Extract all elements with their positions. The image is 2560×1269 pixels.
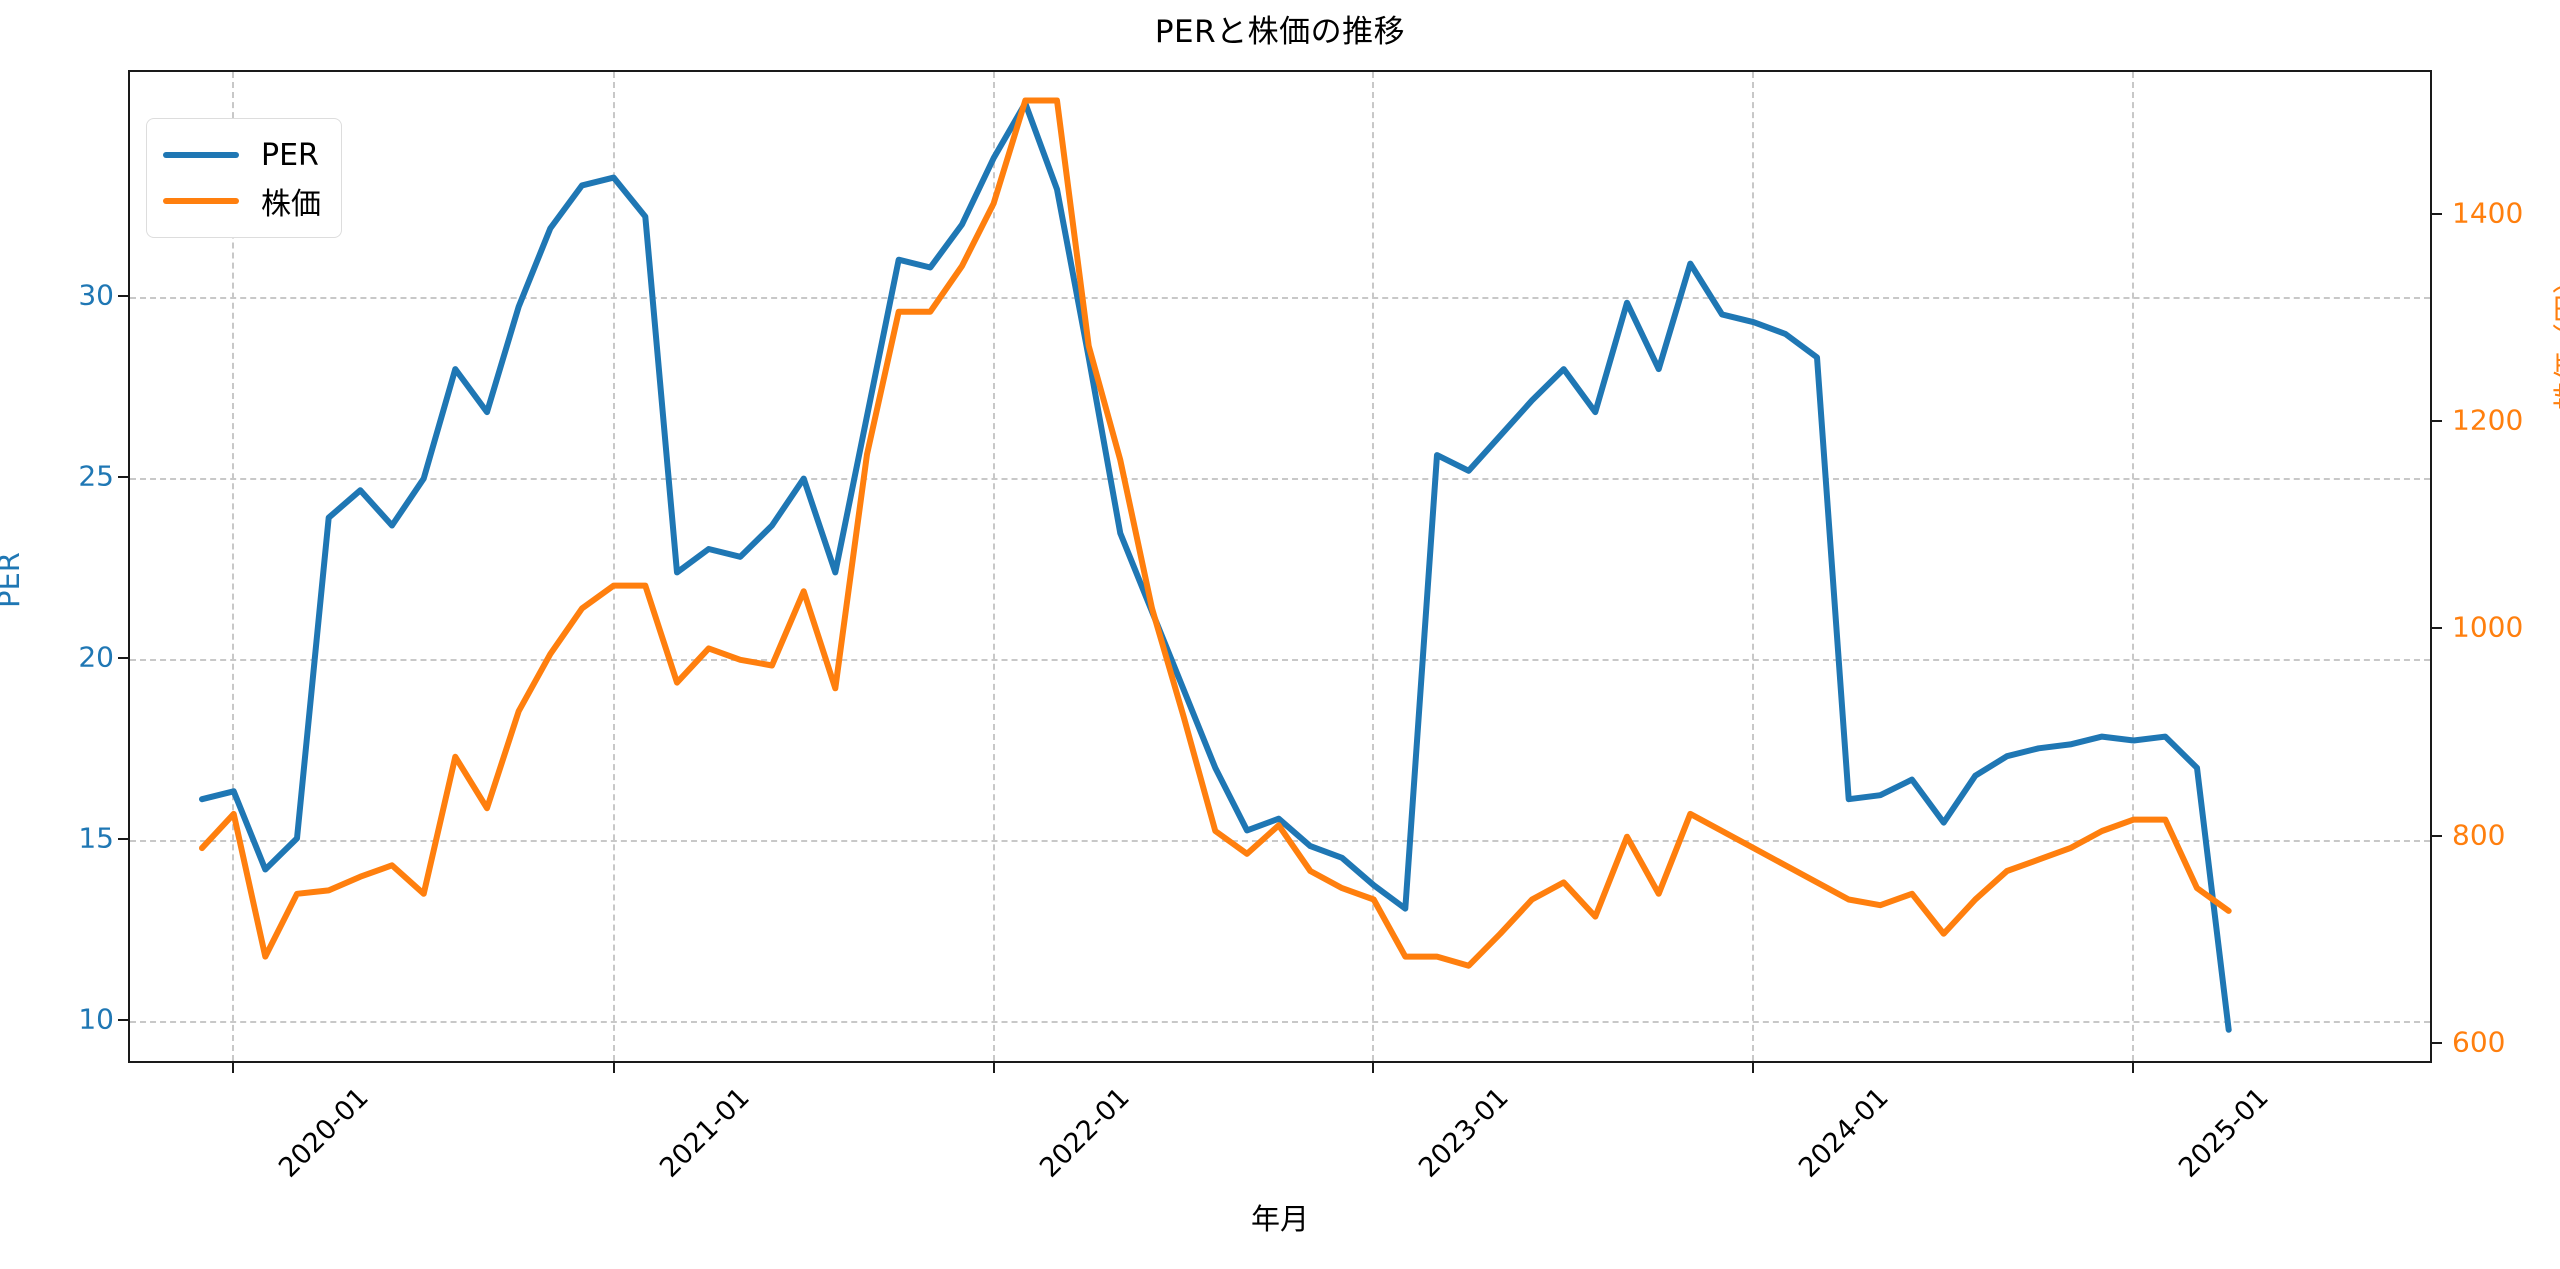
x-tick-label: 2023-01	[1413, 1082, 1515, 1184]
y-right-tick-label: 1200	[2452, 403, 2524, 437]
series-line-kabuka	[199, 97, 2232, 969]
y-right-tick-label: 1000	[2452, 610, 2524, 644]
x-tick-label: 2021-01	[654, 1082, 756, 1184]
y-left-tick-mark	[118, 657, 128, 659]
series-lines-svg	[199, 97, 2232, 1033]
y-right-tick-mark	[2432, 627, 2442, 629]
y-left-tick-mark	[118, 476, 128, 478]
x-tick-label: 2020-01	[273, 1082, 375, 1184]
y-axis-left-label: PER	[0, 552, 26, 608]
x-tick-mark	[1372, 1063, 1374, 1073]
legend: PER 株価	[146, 118, 342, 238]
y-right-tick-mark	[2432, 835, 2442, 837]
x-tick-label: 2025-01	[2173, 1082, 2275, 1184]
y-left-tick-label: 25	[78, 459, 114, 493]
legend-item-kabuka[interactable]: 株価	[163, 178, 321, 224]
x-tick-mark	[993, 1063, 995, 1073]
legend-swatch-per	[163, 152, 239, 158]
y-left-tick-label: 20	[78, 640, 114, 674]
legend-label-per: PER	[261, 137, 319, 173]
plot-area	[128, 70, 2432, 1063]
y-left-tick-label: 15	[78, 821, 114, 855]
series-line-per	[199, 100, 2232, 1033]
y-left-tick-label: 30	[78, 278, 114, 312]
legend-item-per[interactable]: PER	[163, 132, 321, 178]
x-tick-mark	[613, 1063, 615, 1073]
y-right-tick-label: 1400	[2452, 196, 2524, 230]
y-right-tick-mark	[2432, 213, 2442, 215]
x-axis-label: 年月	[1250, 1202, 1309, 1236]
y-left-tick-mark	[118, 838, 128, 840]
y-left-tick-mark	[118, 1019, 128, 1021]
legend-swatch-kabuka	[163, 198, 239, 204]
y-axis-right-label: 株価（円）	[2551, 264, 2560, 410]
y-left-tick-label: 10	[78, 1002, 114, 1036]
x-tick-label: 2022-01	[1034, 1082, 1136, 1184]
y-right-tick-label: 600	[2452, 1025, 2506, 1059]
x-tick-mark	[232, 1063, 234, 1073]
y-right-tick-label: 800	[2452, 818, 2506, 852]
y-left-tick-mark	[118, 295, 128, 297]
legend-label-kabuka: 株価	[261, 187, 321, 222]
y-right-tick-mark	[2432, 1042, 2442, 1044]
x-tick-mark	[2132, 1063, 2134, 1073]
y-right-tick-mark	[2432, 420, 2442, 422]
x-tick-mark	[1752, 1063, 1754, 1073]
chart-title: PERと株価の推移	[1154, 14, 1406, 50]
x-tick-label: 2024-01	[1793, 1082, 1895, 1184]
